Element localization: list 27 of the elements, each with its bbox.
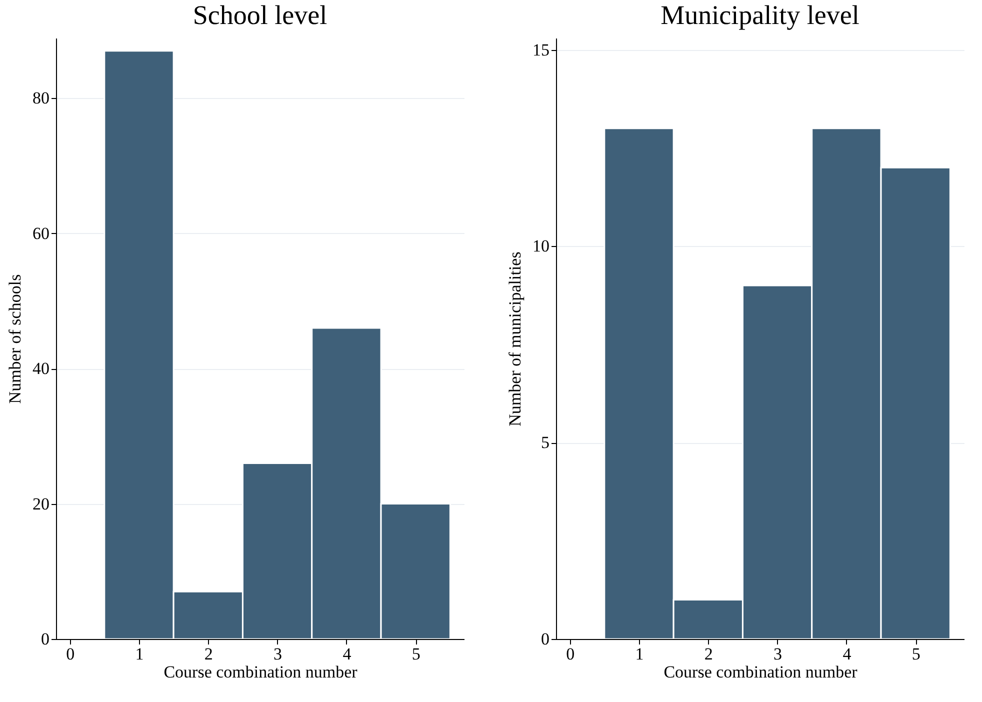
y-tick-label: 60 [32, 224, 50, 243]
x-tick-label: 0 [566, 644, 575, 664]
x-tick-label: 5 [912, 644, 920, 664]
x-tick-label: 2 [704, 644, 713, 664]
y-tick-label: 10 [532, 236, 550, 256]
y-tick-label: 40 [32, 359, 50, 378]
x-tick-label: 4 [342, 644, 352, 664]
y-tick-label: 20 [32, 494, 50, 514]
y-tick-label: 80 [32, 88, 50, 108]
y-tick-label: 0 [541, 630, 550, 648]
y-tick-label: 5 [541, 433, 550, 452]
x-axis-title: Course combination number [164, 662, 358, 682]
y-tick-label: 0 [41, 630, 50, 648]
x-tick-label: 3 [274, 644, 282, 664]
x-axis-title: Course combination number [664, 662, 858, 682]
y-tick-label: 15 [532, 40, 550, 60]
x-tick-label: 5 [412, 644, 420, 664]
y-axis-title: Number of municipalities [506, 252, 524, 426]
chart-title: School level [192, 0, 328, 30]
x-tick-label: 3 [774, 644, 782, 664]
x-tick-label: 1 [135, 644, 144, 664]
x-tick-label: 0 [66, 644, 75, 664]
y-axis-title: Number of schools [6, 274, 24, 404]
x-tick-label: 1 [635, 644, 644, 664]
chart-title: Municipality level [660, 0, 860, 30]
x-tick-label: 4 [842, 644, 852, 664]
x-tick-label: 2 [204, 644, 213, 664]
